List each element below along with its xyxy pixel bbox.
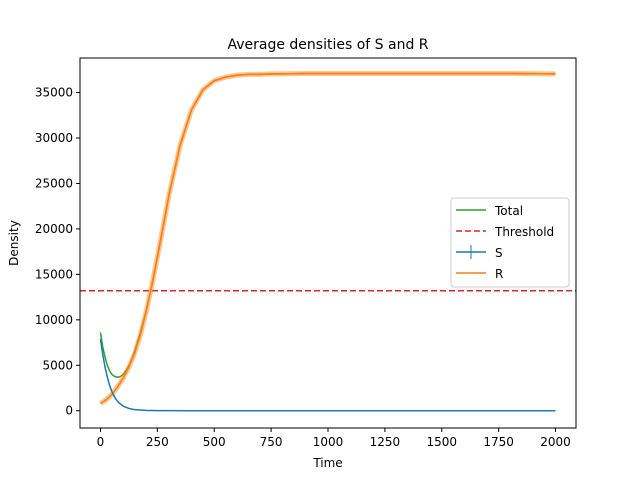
x-tick-label: 1500 [426,435,457,449]
x-tick-label: 1750 [483,435,514,449]
y-tick-label: 30000 [35,131,73,145]
legend-box [450,197,570,288]
plot-frame [79,57,577,429]
series-s-line [99,338,556,412]
chart-title: Average densities of S and R [227,37,428,53]
y-tick-label: 0 [65,404,73,418]
legend-label-threshold: Threshold [494,225,554,239]
y-tick-label: 25000 [35,176,73,190]
x-tick-label: 0 [97,435,105,449]
x-tick-label: 750 [260,435,283,449]
y-tick-label: 15000 [35,267,73,281]
y-axis-label: Density [7,220,21,266]
x-axis-label: Time [312,456,342,470]
series-layer [80,70,576,412]
legend-label-total: Total [494,204,523,218]
y-tick-label: 20000 [35,222,73,236]
y-tick-label: 10000 [35,313,73,327]
x-tick-label: 250 [146,435,169,449]
legend-label-r: R [495,267,503,281]
y-tick-label: 35000 [35,86,73,100]
series-r-line [100,72,556,405]
legend: Total Threshold S R [450,197,570,288]
x-tick-label: 1000 [313,435,344,449]
y-tick-label: 5000 [42,358,73,372]
x-tick-label: 1250 [370,435,401,449]
tick-layer: 0 250 500 750 1000 1250 1500 1750 20000500010000… [35,86,571,449]
legend-label-s: S [495,246,503,260]
x-tick-label: 500 [203,435,226,449]
x-tick-label: 2000 [540,435,571,449]
